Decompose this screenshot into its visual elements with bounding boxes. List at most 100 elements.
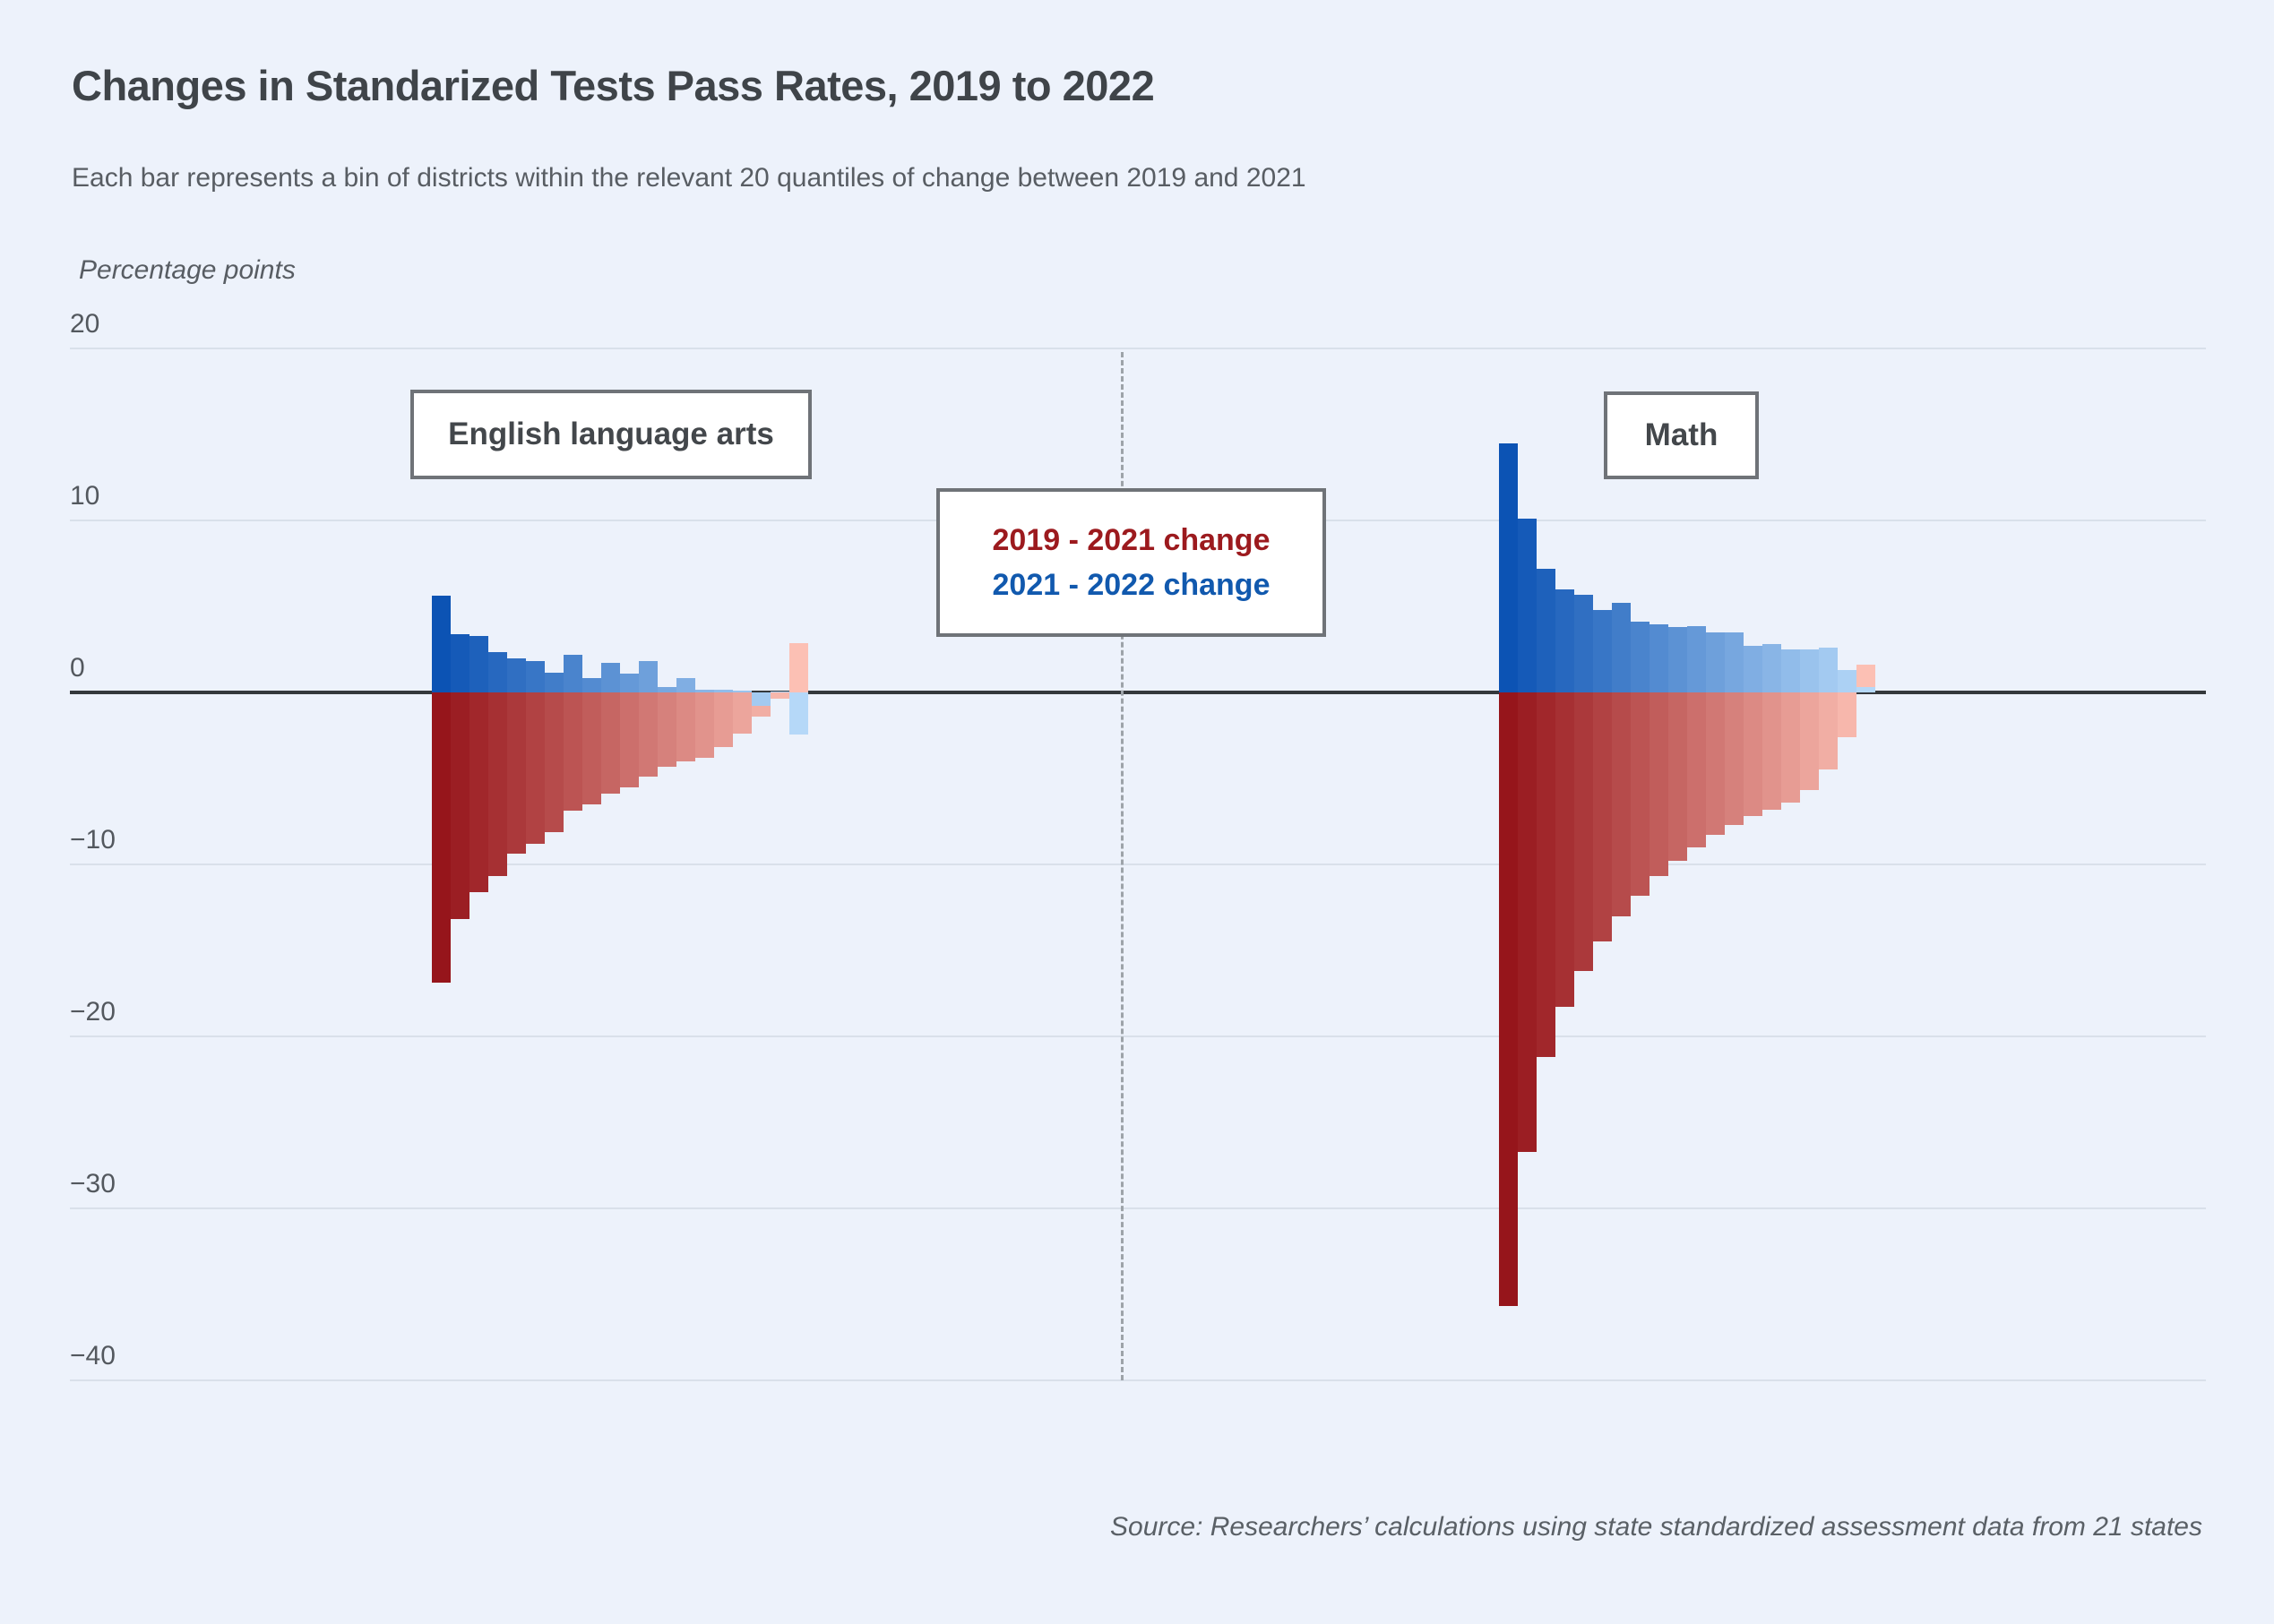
ela-2021-2022-bar-12 <box>638 661 658 692</box>
math-2019-2021-bar-9 <box>1650 692 1668 877</box>
group-label-english-language-arts: English language arts <box>410 390 812 479</box>
group-divider-dashed-line <box>1121 352 1124 1380</box>
ela-2021-2022-bar-8 <box>563 654 582 692</box>
ela-2021-2022-bar-1 <box>431 596 451 692</box>
math-2021-2022-bar-17 <box>1800 649 1819 692</box>
math-2021-2022-bar-15 <box>1762 644 1781 692</box>
y-tick-label-10: 10 <box>70 481 100 511</box>
math-2021-2022-bar-16 <box>1781 649 1800 692</box>
ela-2021-2022-bar-13 <box>657 687 676 692</box>
ela-2019-2021-bar-15 <box>694 692 714 758</box>
ela-2021-2022-bar-20 <box>788 692 808 735</box>
y-tick-label-−30: −30 <box>70 1169 116 1199</box>
ela-2021-2022-bar-10 <box>600 663 620 692</box>
gridline-−30 <box>70 1207 2206 1209</box>
ela-2019-2021-bar-2 <box>450 692 469 920</box>
y-tick-label-−40: −40 <box>70 1341 116 1371</box>
source-note: Source: Researchers’ calculations using … <box>1110 1512 2202 1542</box>
ela-2021-2022-bar-16 <box>713 690 733 692</box>
ela-2019-2021-bar-7 <box>544 692 564 832</box>
math-2019-2021-bar-14 <box>1744 692 1762 817</box>
math-2019-2021-bar-5 <box>1574 692 1593 972</box>
math-2021-2022-bar-19 <box>1838 670 1856 692</box>
ela-2021-2022-bar-3 <box>469 635 488 692</box>
ela-2021-2022-bar-9 <box>581 677 601 692</box>
ela-2019-2021-bar-11 <box>619 692 639 787</box>
ela-2019-2021-bar-4 <box>487 692 507 877</box>
math-2019-2021-bar-3 <box>1537 692 1555 1058</box>
math-2021-2022-bar-6 <box>1593 609 1612 692</box>
math-2019-2021-bar-12 <box>1706 692 1725 836</box>
ela-2019-2021-bar-9 <box>581 692 601 804</box>
ela-2019-2021-bar-17 <box>732 692 752 735</box>
ela-2019-2021-bar-5 <box>506 692 526 855</box>
math-2019-2021-bar-4 <box>1555 692 1574 1008</box>
math-2021-2022-bar-8 <box>1631 622 1650 692</box>
group-label-text: English language arts <box>448 417 774 451</box>
math-2019-2021-bar-10 <box>1668 692 1687 862</box>
ela-2019-2021-bar-19 <box>770 692 789 699</box>
math-2021-2022-bar-11 <box>1687 626 1706 692</box>
math-2019-2021-bar-11 <box>1687 692 1706 847</box>
math-2021-2022-bar-18 <box>1819 648 1838 692</box>
ela-2019-2021-bar-3 <box>469 692 488 892</box>
zero-axis-line <box>70 691 2206 694</box>
ela-2021-2022-bar-4 <box>487 651 507 692</box>
gridline-−40 <box>70 1379 2206 1381</box>
math-2019-2021-bar-15 <box>1762 692 1781 810</box>
math-2019-2021-bar-18 <box>1819 692 1838 770</box>
group-label-text: Math <box>1644 417 1718 452</box>
math-2021-2022-bar-13 <box>1725 632 1744 692</box>
math-2021-2022-bar-7 <box>1612 603 1631 692</box>
math-2021-2022-bar-14 <box>1744 646 1762 692</box>
math-2021-2022-bar-3 <box>1537 568 1555 692</box>
ela-2021-2022-bar-14 <box>676 677 695 692</box>
math-2019-2021-bar-7 <box>1612 692 1631 916</box>
y-axis-unit-label: Percentage points <box>79 255 296 285</box>
legend-entry-2019-2021: 2019 - 2021 change <box>992 522 1271 557</box>
ela-2019-2021-bar-10 <box>600 692 620 795</box>
chart-subtitle: Each bar represents a bin of districts w… <box>72 163 1306 193</box>
ela-2019-2021-bar-6 <box>525 692 545 844</box>
ela-2021-2022-bar-18 <box>751 692 771 707</box>
math-2021-2022-bar-5 <box>1574 594 1593 692</box>
ela-2021-2022-bar-7 <box>544 672 564 692</box>
y-tick-label-0: 0 <box>70 653 85 683</box>
math-2021-2022-bar-12 <box>1706 632 1725 692</box>
ela-2021-2022-bar-17 <box>732 691 752 692</box>
ela-2021-2022-bar-2 <box>450 633 469 692</box>
legend-entry-2021-2022: 2021 - 2022 change <box>992 568 1271 602</box>
legend-box: 2019 - 2021 change 2021 - 2022 change <box>936 488 1326 637</box>
ela-2019-2021-bar-16 <box>713 692 733 748</box>
ela-2021-2022-bar-11 <box>619 673 639 692</box>
ela-2019-2021-bar-1 <box>431 692 451 984</box>
ela-2021-2022-bar-5 <box>506 657 526 692</box>
math-2019-2021-bar-19 <box>1838 692 1856 737</box>
math-2019-2021-bar-1 <box>1499 692 1518 1307</box>
ela-2019-2021-bar-12 <box>638 692 658 778</box>
math-2019-2021-bar-20 <box>1856 665 1875 692</box>
math-2019-2021-bar-16 <box>1781 692 1800 803</box>
y-tick-label-−20: −20 <box>70 997 116 1027</box>
ela-2019-2021-bar-14 <box>676 692 695 761</box>
ela-2021-2022-bar-6 <box>525 661 545 692</box>
y-tick-label-−10: −10 <box>70 825 116 855</box>
ela-2019-2021-bar-13 <box>657 692 676 767</box>
math-2019-2021-bar-17 <box>1800 692 1819 791</box>
math-2019-2021-bar-8 <box>1631 692 1650 896</box>
gridline-20 <box>70 348 2206 349</box>
ela-2019-2021-bar-20 <box>788 643 808 692</box>
math-2019-2021-bar-6 <box>1593 692 1612 942</box>
math-2021-2022-bar-9 <box>1650 624 1668 692</box>
math-2021-2022-bar-10 <box>1668 627 1687 692</box>
ela-2021-2022-bar-15 <box>694 690 714 692</box>
math-2021-2022-bar-1 <box>1499 443 1518 692</box>
group-label-math: Math <box>1604 391 1759 479</box>
math-2019-2021-bar-2 <box>1518 692 1537 1152</box>
y-tick-label-20: 20 <box>70 309 100 339</box>
math-2019-2021-bar-13 <box>1725 692 1744 825</box>
math-2021-2022-bar-2 <box>1518 519 1537 692</box>
chart-title: Changes in Standarized Tests Pass Rates,… <box>72 62 1155 109</box>
gridline-−20 <box>70 1035 2206 1037</box>
